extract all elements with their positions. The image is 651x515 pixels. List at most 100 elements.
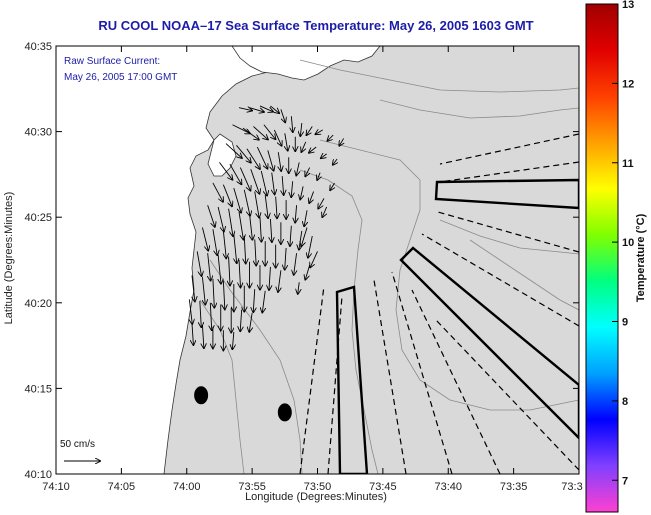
bathymetry-contours <box>199 59 579 474</box>
y-tick-label: 40:30 <box>24 127 52 139</box>
current-vector <box>189 299 192 323</box>
current-vector <box>300 186 303 199</box>
current-vector <box>192 323 193 345</box>
x-tick-label: 73:3 <box>561 481 582 493</box>
current-vector <box>270 218 271 242</box>
current-vector <box>218 254 221 284</box>
current-vector <box>267 150 274 170</box>
current-vector <box>301 141 307 152</box>
current-vector <box>270 105 279 113</box>
buoy-marker <box>277 403 292 422</box>
current-vector <box>246 148 260 169</box>
y-axis-ticks: 40:35 40:30 40:25 40:20 40:15 40:10 <box>24 41 579 481</box>
colorbar-tick-label: 12 <box>622 78 634 90</box>
current-vector <box>249 107 264 112</box>
x-tick-label: 74:05 <box>108 481 136 493</box>
current-vector <box>308 235 313 258</box>
y-tick-label: 40:25 <box>24 212 52 224</box>
current-vector <box>278 152 281 171</box>
current-vector <box>232 331 233 349</box>
current-vector <box>202 325 203 348</box>
colorbar-label: Temperature (°C) <box>635 213 647 302</box>
x-tick-label: 73:40 <box>434 481 462 493</box>
current-vector <box>305 265 311 279</box>
current-vector <box>296 162 299 175</box>
current-vector <box>255 239 256 265</box>
current-vector <box>272 172 275 195</box>
current-vector <box>239 167 250 191</box>
current-vector <box>262 290 265 313</box>
radial-dash-lines <box>299 133 579 474</box>
current-vector <box>282 176 283 195</box>
current-vector <box>210 302 211 330</box>
colorbar-tick-label: 8 <box>622 396 628 408</box>
current-vector <box>243 189 250 216</box>
x-tick-label: 73:45 <box>369 481 397 493</box>
current-vector <box>316 130 323 134</box>
current-vector <box>278 270 281 292</box>
current-vector <box>232 124 250 134</box>
current-vector <box>301 227 308 246</box>
land-mass <box>56 46 301 474</box>
dump-polygon-east <box>434 178 579 210</box>
current-vector <box>192 275 195 301</box>
current-vector <box>327 134 334 141</box>
current-vector <box>236 145 250 162</box>
current-vector <box>217 206 224 231</box>
x-tick-label: 74:00 <box>173 481 201 493</box>
x-tick-label: 73:35 <box>500 481 528 493</box>
current-vector <box>200 301 201 327</box>
dump-polygon-southeast <box>399 246 579 440</box>
current-vector <box>238 108 252 111</box>
colorbar-tick-label: 9 <box>622 317 628 329</box>
current-vector <box>260 170 267 195</box>
current-vector <box>249 313 252 332</box>
current-vector <box>239 259 240 287</box>
current-vector <box>265 194 268 218</box>
colorbar-ticks: 7 8 9 10 11 12 13 <box>612 0 634 487</box>
x-tick-label: 73:55 <box>238 481 266 493</box>
current-vector <box>310 251 318 267</box>
colorbar-tick-label: 11 <box>622 158 634 170</box>
current-vector <box>250 169 260 193</box>
y-tick-label: 40:15 <box>24 383 52 395</box>
scale-arrow-group: 50 cm/s <box>60 439 100 461</box>
current-vector <box>223 230 226 258</box>
current-vector <box>228 208 233 236</box>
current-vector <box>273 129 281 146</box>
current-vector <box>280 109 285 122</box>
current-vector <box>229 256 230 286</box>
land-north <box>231 46 381 81</box>
current-vector <box>290 225 291 246</box>
buoy-marker <box>194 386 209 405</box>
current-vector <box>202 277 205 304</box>
current-vector <box>318 198 325 208</box>
current-vector <box>244 236 245 263</box>
current-vector <box>222 184 232 207</box>
x-axis-label: Longitude (Degrees:Minutes) <box>245 491 387 503</box>
current-vector <box>223 280 224 310</box>
current-vector <box>213 278 214 308</box>
y-tick-label: 40:35 <box>24 41 52 53</box>
current-vector <box>240 309 241 332</box>
current-vector <box>256 146 267 169</box>
current-vector <box>291 116 292 132</box>
current-vector <box>321 154 327 158</box>
colorbar-tick-label: 13 <box>622 0 634 11</box>
current-vector <box>260 217 261 241</box>
current-vector <box>238 211 243 239</box>
current-vector <box>259 105 273 112</box>
current-vector <box>219 162 232 179</box>
current-vector <box>294 253 297 275</box>
current-vector <box>291 181 292 197</box>
chart-title: RU COOL NOAA–17 Sea Surface Temperature:… <box>98 18 533 33</box>
current-vector <box>276 196 277 219</box>
y-tick-label: 40:10 <box>24 469 52 481</box>
current-vector <box>304 210 307 226</box>
sandy-hook <box>207 133 237 177</box>
current-vector <box>242 127 259 140</box>
colorbar-tick-label: 7 <box>622 475 628 487</box>
current-vector <box>285 133 288 150</box>
current-vector <box>212 182 223 202</box>
